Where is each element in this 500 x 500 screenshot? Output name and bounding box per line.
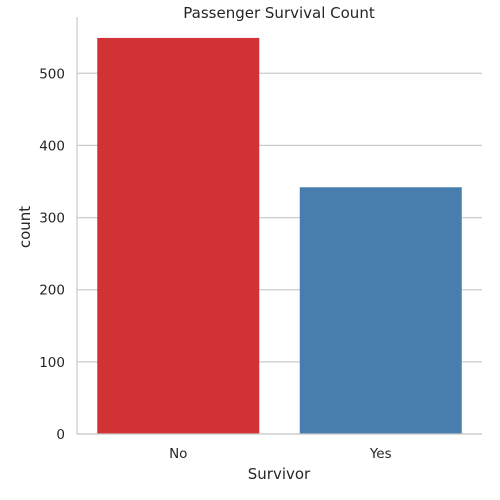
y-tick-label: 500 [39,66,65,82]
y-axis-label: count [16,206,34,248]
x-tick-labels: No Yes [169,446,392,462]
y-tick-label: 100 [39,355,65,371]
y-tick-labels: 0 100 200 300 400 500 [39,66,65,443]
x-axis-label: Survivor [248,465,311,483]
bars [97,38,462,434]
bar-no [97,38,259,434]
y-tick-label: 300 [39,211,65,227]
chart-title: Passenger Survival Count [183,4,375,22]
x-tick-label: No [169,446,187,462]
x-tick-label: Yes [369,446,392,462]
bar-yes [300,187,462,434]
y-tick-label: 0 [56,427,65,443]
y-tick-label: 400 [39,138,65,154]
y-tick-label: 200 [39,283,65,299]
